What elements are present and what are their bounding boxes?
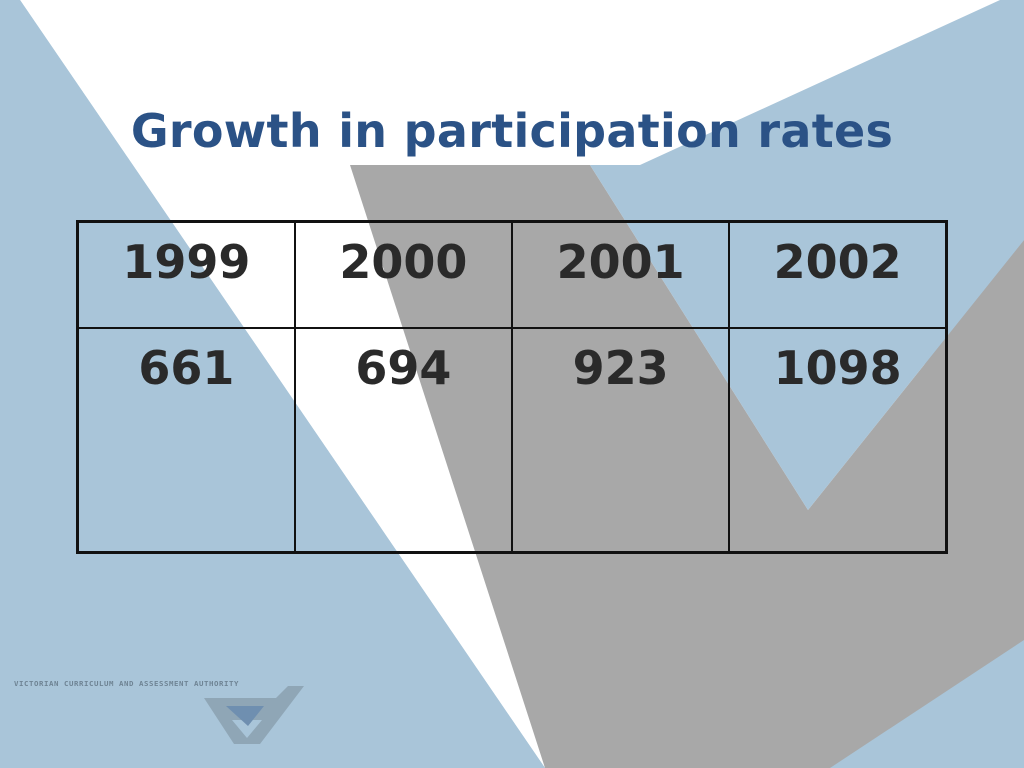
value-cell: 661	[76, 326, 296, 554]
year-cell: 1999	[76, 220, 296, 329]
slide-title: Growth in participation rates	[130, 104, 894, 158]
value-cell: 694	[293, 326, 514, 554]
table-value-row: 661 694 923 1098	[76, 326, 948, 554]
participation-table: 1999 2000 2001 2002 661 694 923 1098	[76, 220, 948, 554]
value-cell: 1098	[728, 326, 948, 554]
year-cell: 2000	[293, 220, 514, 329]
year-cell: 2001	[510, 220, 731, 329]
logo-text: VICTORIAN CURRICULUM AND ASSESSMENT AUTH…	[14, 679, 239, 688]
vcaa-check-logo-icon	[204, 686, 304, 744]
value-cell: 923	[510, 326, 731, 554]
year-cell: 2002	[728, 220, 948, 329]
table-header-row: 1999 2000 2001 2002	[76, 220, 948, 329]
vcaa-logo: VICTORIAN CURRICULUM AND ASSESSMENT AUTH…	[14, 676, 304, 756]
